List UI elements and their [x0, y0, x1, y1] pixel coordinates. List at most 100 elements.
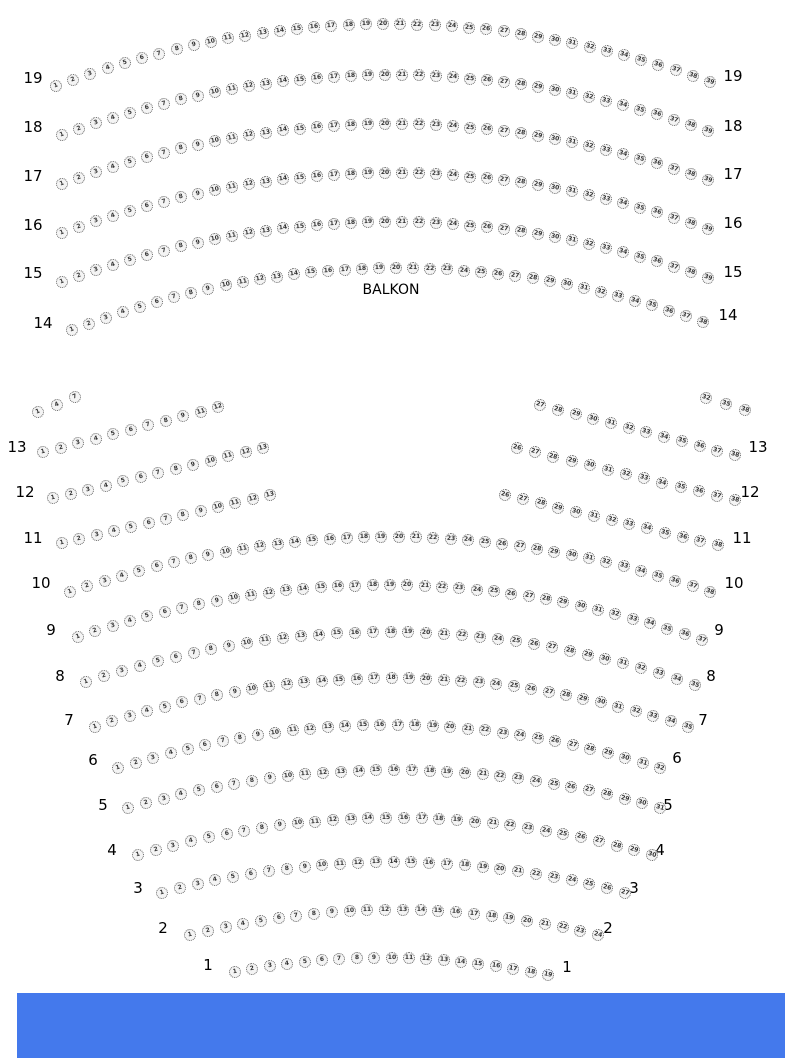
- seat[interactable]: 9: [185, 457, 201, 472]
- seat[interactable]: 16: [310, 169, 324, 183]
- seat[interactable]: 14: [315, 674, 329, 688]
- seat[interactable]: 29: [576, 691, 591, 706]
- seat[interactable]: 22: [411, 18, 424, 31]
- seat[interactable]: 1: [45, 490, 61, 506]
- seat[interactable]: 5: [201, 830, 216, 845]
- seat[interactable]: 37: [709, 488, 725, 503]
- seat[interactable]: 15: [471, 956, 486, 971]
- seat[interactable]: 18: [433, 812, 446, 826]
- seat[interactable]: 32: [618, 466, 634, 482]
- seat[interactable]: 35: [718, 396, 733, 412]
- seat[interactable]: 30: [593, 695, 609, 710]
- seat[interactable]: 23: [429, 69, 443, 83]
- seat[interactable]: 24: [446, 217, 460, 231]
- seat[interactable]: 4: [173, 787, 189, 802]
- seat[interactable]: 20: [378, 215, 392, 229]
- seat[interactable]: 32: [628, 703, 644, 719]
- seat[interactable]: 17: [327, 168, 341, 182]
- seat[interactable]: 26: [573, 830, 589, 845]
- seat[interactable]: 9: [222, 638, 237, 653]
- seat[interactable]: 26: [526, 637, 541, 651]
- seat[interactable]: 9: [201, 547, 216, 562]
- seat[interactable]: 1: [54, 176, 70, 192]
- seat[interactable]: 29: [626, 842, 642, 858]
- seat[interactable]: 14: [454, 955, 468, 969]
- seat[interactable]: 13: [297, 675, 311, 689]
- seat[interactable]: 35: [687, 677, 703, 693]
- seat[interactable]: 10: [245, 682, 259, 696]
- seat[interactable]: 22: [435, 580, 449, 594]
- seat[interactable]: 17: [391, 718, 404, 732]
- seat[interactable]: 29: [600, 745, 615, 761]
- seat[interactable]: 27: [541, 684, 556, 699]
- seat[interactable]: 36: [649, 106, 665, 122]
- seat[interactable]: 38: [737, 402, 753, 418]
- seat[interactable]: 31: [564, 184, 580, 199]
- seat[interactable]: 2: [245, 961, 260, 976]
- seat[interactable]: 20: [392, 530, 405, 544]
- seat[interactable]: 2: [65, 72, 81, 88]
- seat[interactable]: 30: [573, 598, 588, 614]
- seat[interactable]: 11: [225, 131, 239, 145]
- seat[interactable]: 22: [412, 69, 426, 82]
- seat[interactable]: 38: [683, 215, 699, 231]
- seat[interactable]: 14: [287, 267, 301, 281]
- seat[interactable]: 27: [565, 737, 580, 752]
- seat[interactable]: 1: [30, 404, 46, 420]
- seat[interactable]: 10: [385, 951, 398, 965]
- seat[interactable]: 12: [210, 399, 226, 415]
- seat[interactable]: 33: [622, 516, 637, 532]
- seat[interactable]: 12: [242, 128, 256, 142]
- seat[interactable]: 23: [573, 923, 588, 938]
- seat[interactable]: 23: [546, 869, 561, 884]
- seat[interactable]: 24: [446, 70, 460, 84]
- seat[interactable]: 17: [327, 119, 341, 133]
- seat[interactable]: 23: [521, 821, 535, 835]
- seat[interactable]: 4: [98, 478, 113, 493]
- seat[interactable]: 7: [262, 864, 276, 878]
- seat[interactable]: 28: [514, 175, 528, 190]
- seat[interactable]: 4: [115, 304, 131, 320]
- seat[interactable]: 24: [491, 632, 505, 646]
- seat[interactable]: 28: [525, 271, 540, 286]
- seat[interactable]: 5: [131, 563, 147, 579]
- seat[interactable]: 20: [420, 626, 433, 640]
- seat[interactable]: 18: [423, 764, 436, 777]
- seat[interactable]: 20: [376, 17, 390, 31]
- seat[interactable]: 10: [290, 816, 305, 830]
- seat[interactable]: 30: [617, 750, 633, 765]
- seat[interactable]: 33: [598, 142, 614, 158]
- seat[interactable]: 13: [259, 223, 273, 238]
- seat[interactable]: 24: [461, 533, 475, 547]
- seat[interactable]: 33: [598, 191, 614, 207]
- seat[interactable]: 14: [276, 172, 290, 187]
- seat[interactable]: 13: [334, 765, 348, 778]
- seat[interactable]: 18: [355, 262, 369, 275]
- seat[interactable]: 32: [598, 554, 614, 570]
- seat[interactable]: 11: [262, 679, 277, 694]
- seat[interactable]: 28: [514, 126, 528, 141]
- seat[interactable]: 13: [255, 440, 271, 456]
- seat[interactable]: 5: [139, 608, 155, 624]
- seat[interactable]: 23: [429, 118, 443, 132]
- seat[interactable]: 6: [209, 779, 224, 794]
- seat[interactable]: 8: [173, 239, 189, 254]
- seat[interactable]: 12: [245, 491, 260, 507]
- seat[interactable]: 3: [166, 838, 181, 853]
- seat[interactable]: 34: [627, 293, 643, 308]
- seat[interactable]: 15: [330, 626, 344, 640]
- seat[interactable]: 18: [458, 858, 472, 872]
- seat[interactable]: 18: [484, 909, 499, 923]
- seat[interactable]: 22: [503, 818, 517, 833]
- seat[interactable]: 24: [446, 168, 460, 182]
- seat[interactable]: 1: [54, 535, 70, 551]
- seat[interactable]: 6: [219, 826, 234, 841]
- seat[interactable]: 23: [440, 262, 454, 276]
- seat[interactable]: 7: [156, 243, 172, 258]
- seat[interactable]: 37: [693, 533, 708, 549]
- seat[interactable]: 38: [702, 584, 718, 600]
- seat[interactable]: 7: [166, 554, 182, 570]
- seat[interactable]: 35: [632, 102, 648, 117]
- seat[interactable]: 14: [296, 582, 310, 596]
- seat[interactable]: 15: [293, 219, 307, 234]
